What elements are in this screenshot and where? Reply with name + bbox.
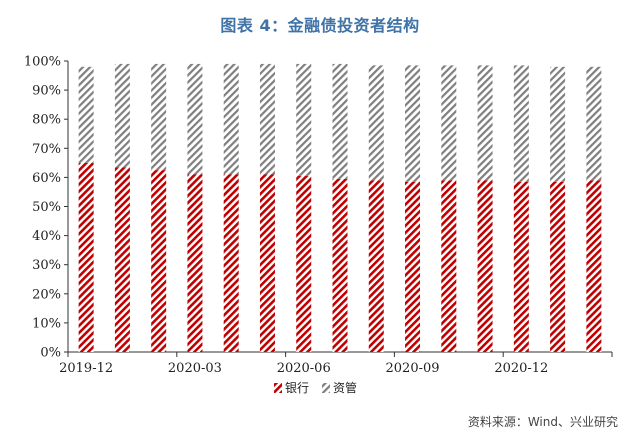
y-tick-label: 80% (32, 113, 61, 128)
x-tick-label: 2020-03 (168, 361, 222, 376)
bars-layer (78, 63, 602, 352)
bar-bank (259, 174, 275, 352)
x-tick-label: 2020-09 (386, 361, 440, 376)
bar-bank (151, 170, 167, 352)
bar-bank (368, 180, 384, 352)
bar-asset-mgmt (78, 66, 94, 163)
y-tick-label: 40% (32, 229, 61, 244)
bar-bank (513, 181, 529, 352)
y-tick-label: 70% (32, 142, 61, 157)
legend-label-asset: 资管 (333, 380, 357, 395)
chart-title: 图表 4：金融债投资者结构 (220, 16, 420, 35)
y-tick-label: 20% (32, 287, 61, 302)
bar-bank (405, 181, 421, 352)
bar-bank (550, 181, 566, 352)
legend: 银行 资管 (274, 380, 357, 395)
bar-asset-mgmt (586, 66, 602, 181)
bar-bank (114, 167, 130, 352)
bar-bank (296, 175, 312, 352)
bar-bank (332, 178, 348, 352)
y-tick-label: 0% (40, 346, 61, 361)
x-tick-label: 2020-12 (494, 361, 548, 376)
bar-bank (477, 180, 493, 352)
bar-asset-mgmt (332, 63, 348, 179)
bar-asset-mgmt (223, 63, 239, 175)
y-tick-label: 30% (32, 258, 61, 273)
bar-asset-mgmt (368, 65, 384, 181)
bar-asset-mgmt (550, 66, 566, 182)
y-tick-label: 60% (32, 171, 61, 186)
bar-bank (441, 180, 457, 352)
bar-bank (223, 174, 239, 352)
y-tick-label: 100% (24, 55, 61, 70)
bar-asset-mgmt (151, 63, 167, 171)
y-tick-label: 90% (32, 84, 61, 99)
bar-asset-mgmt (513, 65, 529, 182)
y-tick-label: 50% (32, 200, 61, 215)
axes-layer: 0% 10% 20% 30% 40% 50% 60% 70% 80% 90% 100% 2019-12… (24, 55, 613, 376)
legend-label-bank: 银行 (285, 381, 309, 395)
bar-bank (586, 180, 602, 352)
x-tick-label: 2019-12 (59, 361, 113, 376)
source-note: 资料来源：Wind、兴业研究 (467, 415, 618, 429)
bar-bank (187, 174, 203, 352)
x-tick-label: 2020-06 (277, 361, 331, 376)
y-tick-label: 10% (32, 316, 61, 331)
legend-swatch-bank (274, 383, 282, 393)
bar-asset-mgmt (259, 63, 275, 175)
bar-bank (78, 162, 94, 352)
legend-swatch-asset (322, 383, 330, 393)
bar-asset-mgmt (296, 63, 312, 176)
bar-asset-mgmt (477, 65, 493, 181)
bar-asset-mgmt (187, 63, 203, 175)
bar-asset-mgmt (405, 65, 421, 182)
bar-asset-mgmt (114, 63, 130, 168)
bar-asset-mgmt (441, 65, 457, 181)
